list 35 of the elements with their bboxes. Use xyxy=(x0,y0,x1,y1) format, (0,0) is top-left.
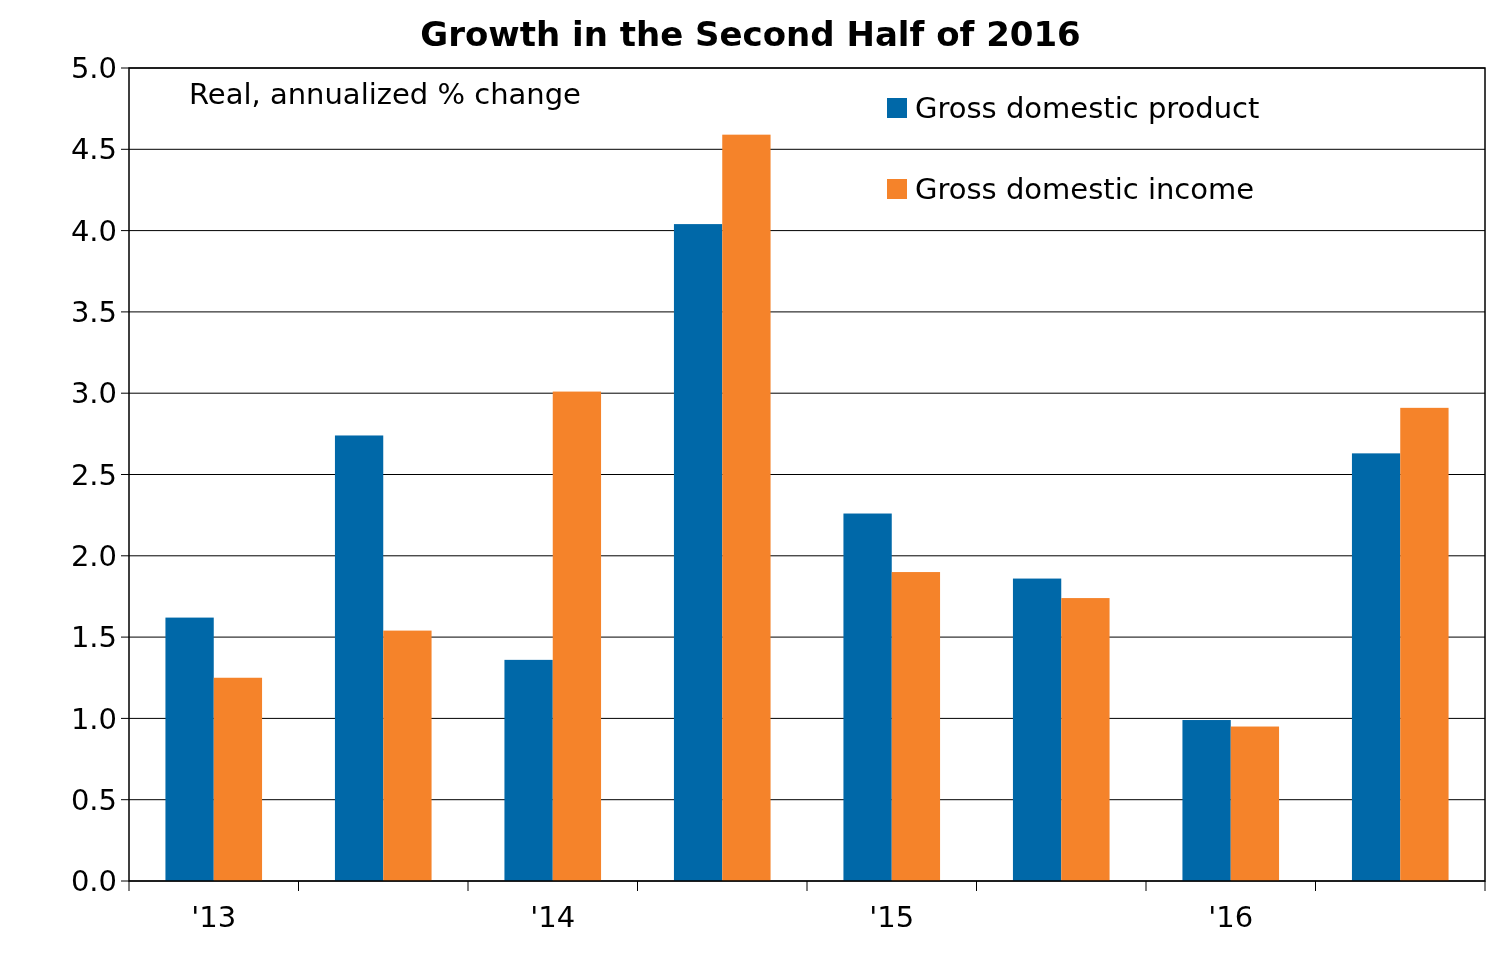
y-tick-label: 2.5 xyxy=(70,457,117,492)
y-tick-label: 0.0 xyxy=(70,864,117,899)
bar xyxy=(722,134,771,881)
bar xyxy=(1012,578,1062,881)
bar xyxy=(1061,598,1110,881)
y-tick-label: 3.5 xyxy=(70,295,117,330)
legend-label: Gross domestic income xyxy=(915,172,1255,207)
y-tick-label: 1.0 xyxy=(70,701,117,736)
legend-label: Gross domestic product xyxy=(915,91,1260,126)
bar xyxy=(673,224,723,881)
y-tick-label: 5.0 xyxy=(70,51,117,86)
x-tick-label: '13 xyxy=(191,900,237,934)
x-tick-label: '14 xyxy=(530,900,576,934)
y-tick-label: 3.0 xyxy=(70,376,117,411)
bar xyxy=(334,435,384,881)
y-tick-label: 2.0 xyxy=(70,538,117,573)
bar xyxy=(504,659,553,881)
x-tick-label: '16 xyxy=(1208,900,1254,934)
bar xyxy=(213,677,263,881)
bar xyxy=(1400,407,1449,881)
bar xyxy=(891,572,941,881)
bar xyxy=(165,617,214,881)
y-tick-label: 4.0 xyxy=(70,213,117,248)
chart-title: Growth in the Second Half of 2016 xyxy=(420,14,1081,54)
y-tick-label: 1.5 xyxy=(70,620,117,655)
bar xyxy=(1230,726,1280,881)
bar xyxy=(383,630,432,881)
bar xyxy=(1351,453,1401,881)
chart-subtitle: Real, annualized % change xyxy=(189,77,581,111)
y-tick-label: 4.5 xyxy=(70,132,117,167)
bar xyxy=(1182,720,1231,881)
x-tick-label: '15 xyxy=(869,900,915,934)
bar xyxy=(843,513,892,881)
bar xyxy=(552,391,602,881)
y-tick-label: 0.5 xyxy=(70,782,117,817)
